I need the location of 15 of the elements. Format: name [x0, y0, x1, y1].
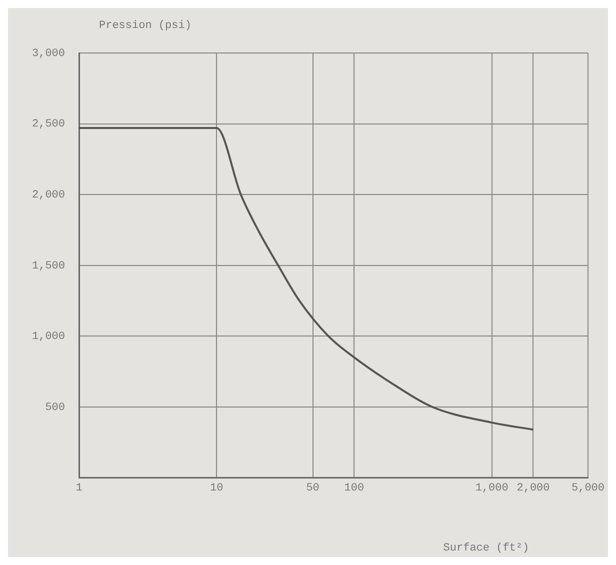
x-axis-title: Surface (ft²): [443, 542, 530, 555]
x-tick-label: 1: [76, 482, 83, 494]
y-axis-title: Pression (psi): [99, 20, 192, 32]
y-tick-label: 2,000: [32, 190, 66, 202]
x-tick-label: 100: [344, 482, 364, 494]
y-tick-label: 2,500: [32, 118, 66, 131]
y-tick-label: 500: [45, 402, 66, 414]
x-tick-label: 10: [210, 482, 224, 494]
y-tick-label: 1,500: [32, 260, 66, 272]
x-tick-label: 2,000: [516, 482, 550, 494]
y-tick-label: 3,000: [32, 48, 66, 60]
x-tick-label: 50: [306, 482, 320, 494]
x-tick-label: 5,000: [571, 482, 605, 494]
x-tick-label: 1,000: [475, 482, 508, 494]
y-tick-label: 1,000: [32, 331, 66, 344]
